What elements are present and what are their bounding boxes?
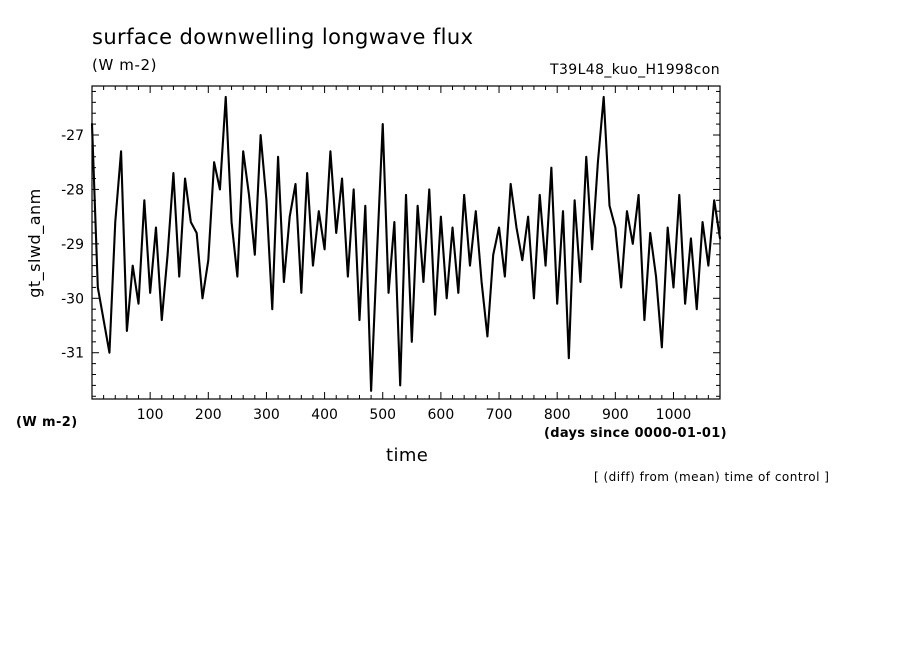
x-tick-label: 100 xyxy=(137,407,164,423)
x-axis-label: time xyxy=(386,445,429,466)
x-tick-label: 600 xyxy=(428,407,455,423)
y-axis-unit: (W m-2) xyxy=(16,415,78,430)
x-tick-label: 1000 xyxy=(656,407,692,423)
y-tick-label: -29 xyxy=(61,237,84,253)
y-tick-label: -27 xyxy=(61,128,84,144)
x-axis-unit: (days since 0000-01-01) xyxy=(544,426,727,441)
y-tick-label: -31 xyxy=(61,346,84,362)
x-tick-label: 800 xyxy=(544,407,571,423)
y-tick-label: -30 xyxy=(61,291,84,307)
chart-unit-top: (W m-2) xyxy=(92,56,158,74)
x-tick-label: 700 xyxy=(486,407,513,423)
experiment-label: T39L48_kuo_H1998con xyxy=(550,62,720,78)
series-line xyxy=(90,95,722,392)
x-tick-label: 900 xyxy=(602,407,629,423)
x-tick-label: 200 xyxy=(195,407,222,423)
plot-frame xyxy=(91,85,721,400)
chart-title: surface downwelling longwave flux xyxy=(92,25,474,49)
y-axis-label: gt_slwd_anm xyxy=(25,188,44,298)
x-tick-label: 500 xyxy=(369,407,396,423)
chart-note: [ (diff) from (mean) time of control ] xyxy=(594,470,830,484)
x-tick-label: 400 xyxy=(311,407,338,423)
x-tick-label: 300 xyxy=(253,407,280,423)
y-tick-label: -28 xyxy=(61,182,84,198)
